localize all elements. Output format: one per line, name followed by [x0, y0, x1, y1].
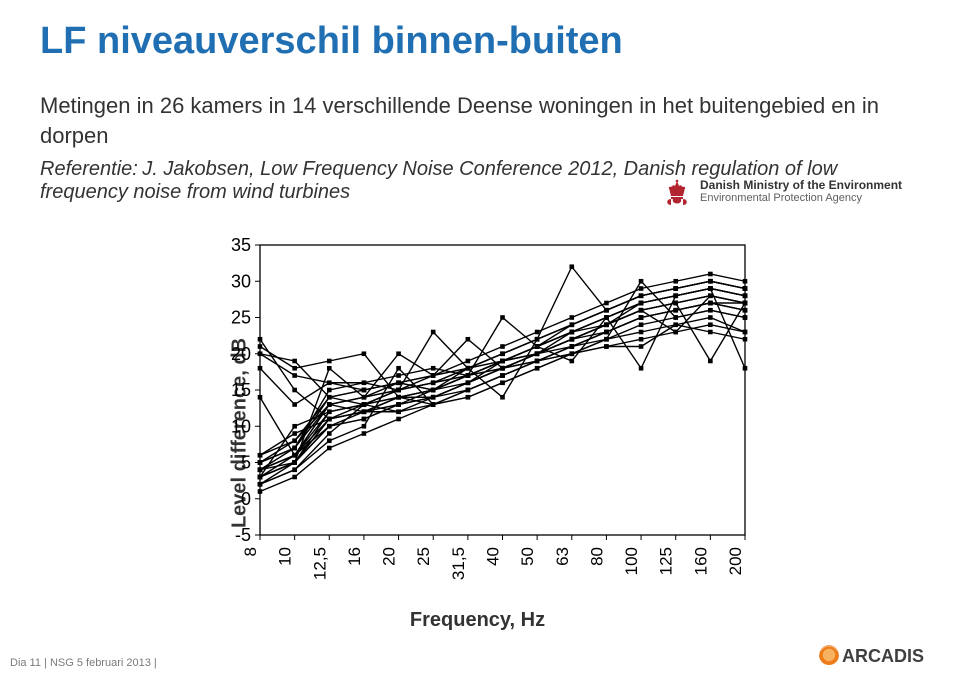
reference-label: Referentie:: [40, 158, 138, 180]
svg-text:20: 20: [231, 344, 251, 364]
svg-text:8: 8: [241, 547, 260, 556]
level-difference-chart: Level difference, dB -505101520253035810…: [200, 235, 755, 630]
svg-text:30: 30: [231, 271, 251, 291]
svg-text:31,5: 31,5: [449, 547, 468, 580]
svg-text:-5: -5: [235, 525, 251, 545]
chart-x-label: Frequency, Hz: [410, 609, 545, 632]
svg-text:16: 16: [345, 547, 364, 566]
svg-text:10: 10: [231, 416, 251, 436]
svg-text:0: 0: [241, 489, 251, 509]
ministry-line2: Environmental Protection Agency: [660, 192, 920, 204]
svg-text:125: 125: [657, 547, 676, 575]
svg-text:63: 63: [553, 547, 572, 566]
svg-text:100: 100: [622, 547, 641, 575]
crown-icon: [660, 178, 694, 212]
svg-text:20: 20: [380, 547, 399, 566]
svg-text:160: 160: [691, 547, 710, 575]
chart-svg: -5 0 5 10 15 20 25 30 35 8 10 12,5 16 20 25 31,5 40 50 63 8…: [215, 235, 755, 625]
slide-footer: Dia 11 | NSG 5 februari 2013 |: [10, 657, 157, 669]
arcadis-orb-icon: [818, 644, 840, 666]
svg-text:80: 80: [587, 547, 606, 566]
ministry-line1: Danish Ministry of the Environment: [660, 178, 920, 192]
arcadis-logo: ARCADIS: [818, 644, 924, 667]
page-title: LF niveauverschil binnen-buiten: [40, 20, 920, 63]
svg-text:35: 35: [231, 235, 251, 255]
svg-text:10: 10: [276, 547, 295, 566]
svg-text:15: 15: [231, 380, 251, 400]
svg-text:25: 25: [231, 308, 251, 328]
svg-text:200: 200: [726, 547, 745, 575]
svg-text:50: 50: [518, 547, 537, 566]
body-text: Metingen in 26 kamers in 14 verschillend…: [40, 91, 920, 150]
svg-text:25: 25: [414, 547, 433, 566]
svg-text:12,5: 12,5: [310, 547, 329, 580]
svg-text:5: 5: [241, 453, 251, 473]
ministry-badge: Danish Ministry of the Environment Envir…: [660, 178, 920, 212]
svg-text:40: 40: [484, 547, 503, 566]
arcadis-text: ARCADIS: [842, 646, 924, 666]
